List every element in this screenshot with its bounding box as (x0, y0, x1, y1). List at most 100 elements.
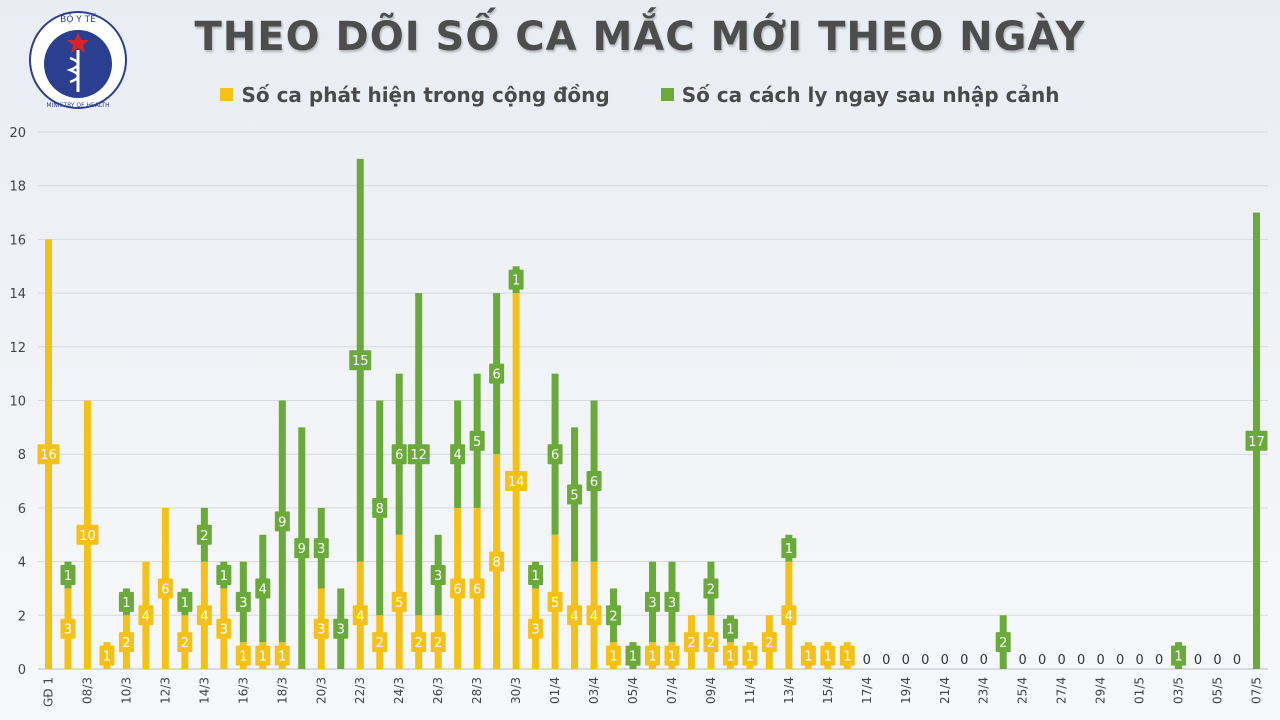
data-label-community: 1 (746, 650, 754, 665)
data-label-quarantine: 1 (726, 623, 734, 638)
legend-label-community: Số ca phát hiện trong cộng đồng (241, 82, 610, 107)
data-label-community: 2 (376, 636, 384, 651)
svg-text:BỘ Y TẾ: BỘ Y TẾ (60, 13, 96, 25)
data-label-community: 1 (239, 650, 247, 665)
data-label-quarantine-box (60, 565, 76, 586)
data-label-community-box (99, 645, 115, 666)
data-label-community-box (450, 578, 466, 599)
data-label-community: 1 (278, 650, 286, 665)
data-label-community-box (489, 551, 505, 572)
data-label-quarantine: 5 (570, 488, 578, 503)
data-label-community-box (547, 591, 563, 612)
data-label-quarantine: 8 (376, 502, 384, 517)
data-label-quarantine-box (489, 363, 505, 384)
data-label-community-box (157, 578, 173, 599)
data-label-community: 2 (765, 636, 773, 651)
data-label-community-box (839, 645, 855, 666)
data-label-community: 2 (415, 636, 423, 651)
data-label-quarantine: 1 (785, 542, 793, 557)
data-label-community-box (37, 444, 60, 465)
data-label-community-box (567, 605, 583, 626)
data-label-zero: 0 (1077, 653, 1085, 668)
x-tick-label: 29/4 (1094, 677, 1108, 704)
data-label-community-box (645, 645, 660, 666)
data-label-zero: 0 (1058, 653, 1066, 668)
data-label-zero: 0 (960, 653, 968, 668)
data-label-community: 1 (259, 650, 267, 665)
data-label-quarantine: 3 (317, 542, 325, 557)
data-label-quarantine: 1 (181, 596, 189, 611)
x-tick-label: 25/4 (1016, 677, 1030, 704)
logo: BỘ Y TẾ MINISTRY OF HEALTH (28, 10, 128, 110)
data-label-quarantine: 2 (200, 529, 208, 544)
x-tick-label: 22/3 (353, 677, 367, 704)
data-label-quarantine: 4 (259, 582, 267, 597)
data-label-quarantine: 1 (64, 569, 72, 584)
data-label-quarantine: 4 (454, 448, 462, 463)
data-label-quarantine: 1 (531, 569, 539, 584)
y-tick-label: 6 (18, 502, 26, 517)
data-label-community-box (352, 605, 368, 626)
data-label-community-box (505, 471, 528, 492)
data-label-quarantine-box (995, 632, 1011, 653)
data-label-quarantine: 6 (551, 448, 559, 463)
data-label-community: 1 (668, 650, 676, 665)
data-label-quarantine-box (294, 538, 310, 559)
data-label-zero: 0 (1116, 653, 1124, 668)
data-label-quarantine-box (703, 578, 719, 599)
x-tick-label: 11/4 (743, 677, 757, 704)
x-tick-label: 05/4 (626, 677, 640, 704)
y-tick-label: 18 (9, 180, 26, 195)
data-label-community-box (761, 632, 777, 653)
data-label-community-box (742, 645, 758, 666)
data-label-quarantine-box (430, 565, 446, 586)
data-label-quarantine-box (333, 618, 349, 639)
data-label-quarantine: 6 (590, 475, 598, 490)
data-label-quarantine: 6 (492, 368, 500, 383)
data-label-community-box (138, 605, 154, 626)
y-tick-label: 2 (18, 609, 26, 624)
data-label-quarantine-box (1171, 645, 1187, 666)
data-label-zero: 0 (1019, 653, 1027, 668)
data-label-quarantine-box (450, 444, 466, 465)
data-label-quarantine-box (235, 591, 251, 612)
data-label-community-box (820, 645, 836, 666)
data-label-quarantine-box (528, 565, 544, 586)
x-tick-label: 16/3 (236, 677, 250, 704)
data-label-community-box (255, 645, 271, 666)
x-tick-label: 18/3 (275, 677, 289, 704)
data-label-quarantine: 2 (707, 582, 715, 597)
data-label-zero: 0 (980, 653, 988, 668)
data-label-quarantine-box (407, 444, 430, 465)
legend-item-quarantine: Số ca cách ly ngay sau nhập cảnh (660, 83, 1060, 107)
data-label-community-box (391, 591, 407, 612)
data-label-quarantine-box (372, 497, 388, 518)
data-label-community: 1 (824, 650, 832, 665)
x-tick-label: 12/3 (158, 677, 172, 704)
x-tick-label: 01/5 (1133, 677, 1147, 704)
data-label-community: 2 (122, 636, 130, 651)
x-tick-label: 17/4 (860, 677, 874, 704)
data-label-community-box (683, 632, 699, 653)
data-label-community: 5 (395, 596, 403, 611)
data-label-community-box (430, 632, 446, 653)
data-label-quarantine: 1 (629, 650, 637, 665)
data-label-quarantine: 1 (1174, 650, 1182, 665)
legend-swatch-quarantine (660, 88, 674, 101)
x-tick-label: 27/4 (1055, 677, 1069, 704)
data-label-community-box (274, 645, 290, 666)
data-label-community-box (216, 618, 232, 639)
legend-swatch-community (220, 88, 234, 101)
data-label-zero: 0 (1213, 653, 1221, 668)
data-label-zero: 0 (921, 653, 929, 668)
x-tick-label: 03/4 (587, 677, 601, 704)
x-tick-label: 20/3 (314, 677, 328, 704)
data-label-quarantine: 1 (220, 569, 228, 584)
data-label-zero: 0 (1155, 653, 1163, 668)
data-label-quarantine-box (196, 524, 212, 545)
data-label-community: 3 (317, 623, 325, 638)
x-tick-label: 14/3 (197, 677, 211, 704)
data-label-community: 3 (220, 623, 228, 638)
data-label-community: 1 (843, 650, 851, 665)
data-label-quarantine-box (781, 538, 797, 559)
